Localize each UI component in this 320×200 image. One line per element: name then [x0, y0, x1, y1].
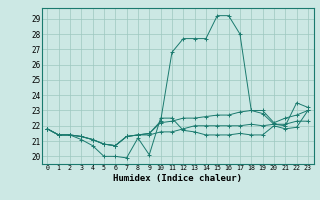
X-axis label: Humidex (Indice chaleur): Humidex (Indice chaleur) — [113, 174, 242, 183]
